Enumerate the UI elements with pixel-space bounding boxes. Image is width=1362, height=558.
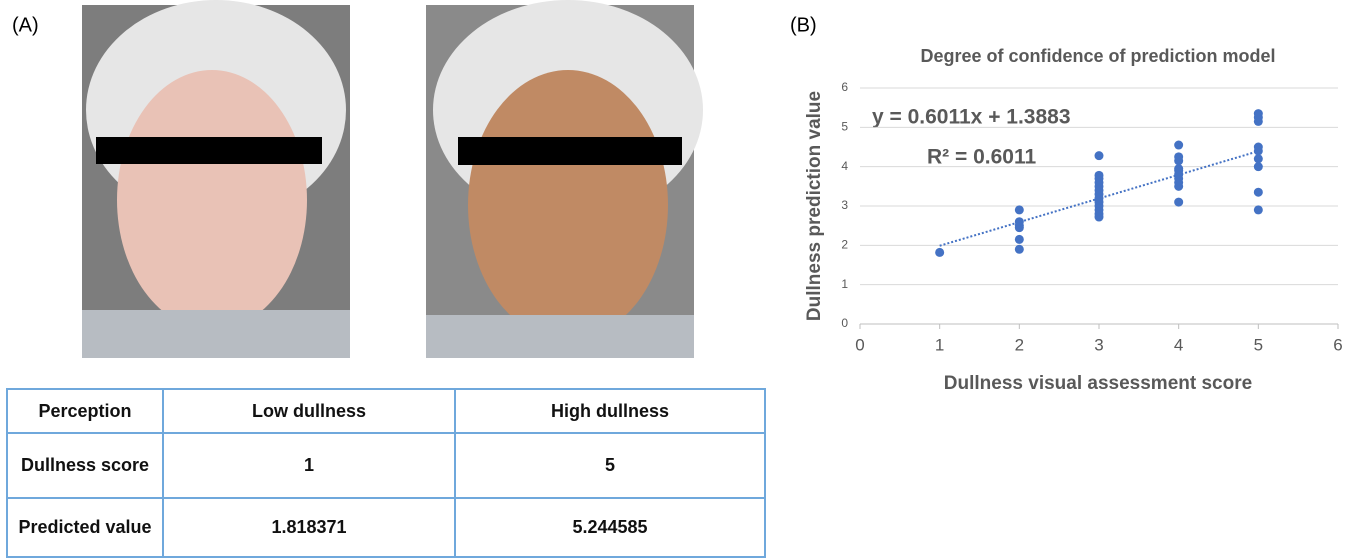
row-header: Predicted value	[7, 498, 163, 557]
panel-label: (B)	[790, 14, 817, 36]
row-header: Dullness score	[7, 433, 163, 498]
x-tick-label: 0	[855, 335, 864, 354]
header-cell: Low dullness	[163, 389, 455, 433]
header-cell: Perception	[7, 389, 163, 433]
y-tick-label: 5	[841, 120, 848, 134]
y-tick-label: 2	[841, 238, 848, 252]
x-tick-label: 4	[1174, 335, 1183, 354]
x-tick-label: 1	[935, 335, 944, 354]
y-tick-label: 1	[841, 277, 848, 291]
x-tick-label: 5	[1254, 335, 1263, 354]
point	[1174, 156, 1183, 165]
photo	[426, 0, 703, 358]
point	[1254, 146, 1263, 155]
point	[1015, 205, 1024, 214]
point	[1015, 245, 1024, 254]
header-cell: High dullness	[455, 389, 765, 433]
page: (A) (B) Degree of confidence of predicti…	[0, 0, 1362, 557]
point	[1095, 151, 1104, 160]
cell: 1	[163, 433, 455, 498]
point	[1254, 117, 1263, 126]
point	[1254, 205, 1263, 214]
y-tick-label: 3	[841, 198, 848, 212]
chart-title: Degree of confidence of prediction model	[920, 46, 1275, 66]
y-tick-label: 6	[841, 80, 848, 94]
point	[1174, 141, 1183, 150]
r-squared: R² = 0.6011	[927, 146, 1036, 169]
x-tick-label: 3	[1094, 335, 1103, 354]
cell: 1.818371	[163, 498, 455, 557]
cell: 5.244585	[455, 498, 765, 557]
point	[1095, 213, 1104, 222]
point	[1254, 162, 1263, 171]
point	[1015, 235, 1024, 244]
equation: y = 0.6011x + 1.3883	[872, 106, 1071, 129]
panel-label: (A)	[12, 14, 39, 36]
point	[1015, 223, 1024, 232]
x-axis-label: Dullness visual assessment score	[944, 373, 1252, 394]
point	[1254, 188, 1263, 197]
y-axis-label: Dullness prediction value	[804, 91, 825, 321]
y-tick-label: 0	[841, 316, 848, 330]
point	[935, 248, 944, 257]
x-tick-label: 2	[1015, 335, 1024, 354]
cell: 5	[455, 433, 765, 498]
y-tick-label: 4	[841, 159, 848, 173]
photo	[82, 0, 350, 358]
point	[1174, 198, 1183, 207]
point	[1174, 182, 1183, 191]
x-tick-label: 6	[1333, 335, 1342, 354]
point	[1254, 154, 1263, 163]
